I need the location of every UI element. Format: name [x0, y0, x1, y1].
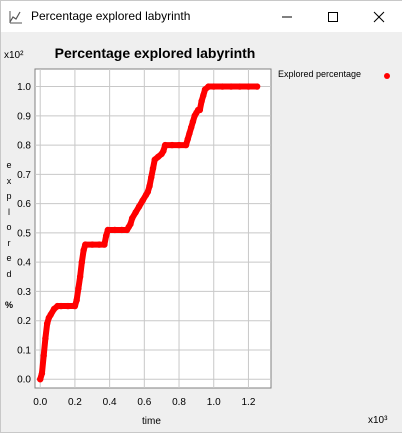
maximize-icon — [328, 11, 338, 22]
data-point — [196, 106, 204, 114]
data-point — [132, 209, 139, 216]
data-point — [118, 226, 125, 234]
y-tick-label: 0.9 — [17, 111, 31, 122]
data-point — [40, 352, 47, 360]
data-point — [104, 226, 112, 234]
data-series — [37, 83, 261, 383]
legend-label: Explored percentage — [278, 69, 362, 79]
data-point — [161, 141, 169, 149]
y-axis-label-char: p — [6, 191, 12, 201]
x-tick-label: 0.0 — [33, 397, 47, 408]
y-tick-label: 0.8 — [17, 141, 31, 152]
data-point — [184, 136, 191, 143]
y-tick-label: 0.6 — [17, 199, 31, 210]
window-title: Percentage explored labyrinth — [31, 9, 191, 23]
legend-marker — [384, 73, 390, 79]
x-exponent-label: x10³ — [368, 415, 388, 426]
data-point — [168, 141, 176, 149]
y-axis-label-char: d — [6, 268, 12, 279]
data-point — [253, 83, 261, 90]
data-point — [149, 165, 157, 172]
y-axis-label-char: l — [8, 206, 10, 217]
tick-labels: 0.0 0.2 0.4 0.6 0.8 1.0 1.2 0.0 0.1 0.2 0.3 0.4 0.5 0… — [17, 82, 256, 408]
x-tick-label: 0.4 — [103, 397, 117, 408]
y-axis-label-char: x — [6, 175, 12, 186]
data-point — [200, 92, 207, 99]
data-point — [135, 203, 143, 210]
title-bar[interactable]: Percentage explored labyrinth — [1, 1, 402, 32]
data-point — [64, 302, 72, 310]
data-point — [73, 297, 80, 304]
minimize-button[interactable] — [264, 1, 310, 32]
close-button[interactable] — [356, 1, 402, 32]
data-point — [38, 370, 46, 377]
data-point — [89, 241, 96, 248]
data-point — [96, 241, 103, 248]
maximize-button[interactable] — [310, 1, 356, 32]
data-point — [236, 83, 243, 90]
data-point — [144, 188, 151, 196]
data-point — [127, 220, 134, 228]
data-point — [128, 215, 136, 222]
y-tick-label: 0.0 — [17, 375, 31, 386]
y-tick-label: 1.0 — [17, 82, 31, 93]
x-tick-label: 0.8 — [172, 397, 186, 408]
y-tick-label: 0.1 — [17, 345, 31, 356]
data-point — [175, 141, 183, 149]
data-point — [71, 302, 79, 310]
close-icon — [373, 11, 385, 22]
minimize-icon — [282, 16, 292, 17]
plot-area — [34, 68, 272, 389]
data-point — [80, 247, 87, 254]
y-tick-label: 0.4 — [17, 258, 31, 269]
data-point — [43, 320, 51, 327]
chart-title: Percentage explored labyrinth — [54, 45, 256, 61]
y-axis-label-char: o — [6, 222, 12, 232]
data-point — [227, 83, 235, 90]
data-point — [160, 147, 167, 155]
data-point — [111, 226, 119, 234]
data-point — [198, 97, 205, 105]
data-point — [189, 118, 197, 125]
y-axis-label-char: e — [6, 160, 12, 170]
x-tick-label: 0.2 — [68, 397, 82, 408]
y-axis-label-char: e — [6, 253, 12, 263]
data-point — [37, 376, 44, 383]
data-point — [42, 335, 49, 342]
data-point — [102, 232, 110, 240]
data-point — [182, 141, 190, 149]
y-tick-label: 0.3 — [17, 287, 31, 298]
data-point — [47, 311, 54, 319]
y-exponent-label: x10² — [4, 50, 24, 61]
y-axis-label-char: % — [5, 300, 14, 310]
plot-app-icon — [9, 11, 22, 24]
data-point — [210, 83, 217, 90]
y-tick-label: 0.2 — [17, 316, 31, 327]
y-tick-label: 0.7 — [17, 170, 31, 181]
y-tick-label: 0.5 — [17, 228, 31, 239]
x-tick-label: 1.2 — [241, 397, 255, 408]
x-tick-label: 0.6 — [137, 397, 151, 408]
data-point — [75, 285, 82, 292]
data-point — [57, 302, 65, 310]
x-axis-label: time — [142, 416, 161, 427]
data-point — [101, 241, 108, 248]
data-point — [76, 273, 84, 280]
data-point — [245, 83, 252, 90]
data-point — [219, 83, 226, 90]
data-point — [205, 83, 212, 90]
data-point — [187, 124, 195, 131]
data-point — [82, 241, 89, 248]
y-axis-label-char: r — [7, 237, 11, 248]
data-point — [139, 197, 146, 204]
data-point — [146, 182, 153, 190]
data-point — [186, 130, 193, 137]
data-point — [148, 174, 155, 181]
x-tick-label: 1.0 — [207, 397, 221, 408]
data-point — [78, 258, 86, 266]
grid-lines — [35, 69, 271, 388]
